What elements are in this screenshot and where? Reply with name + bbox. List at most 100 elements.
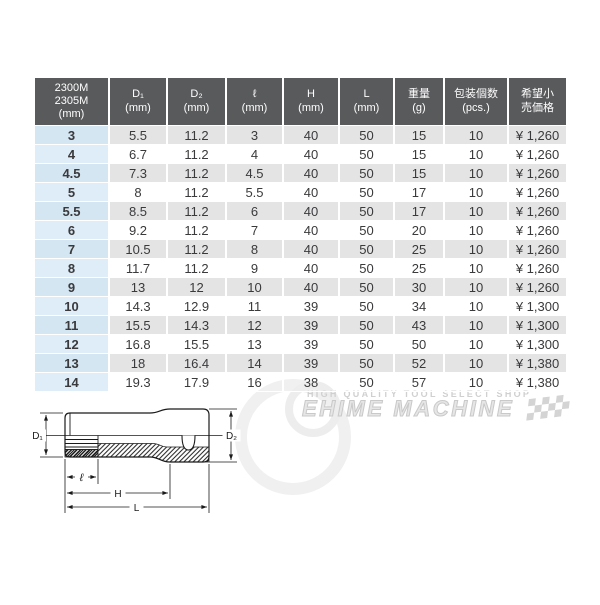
cell: 18 (110, 354, 168, 373)
cell-size: 14 (35, 373, 110, 392)
cell: 50 (340, 297, 395, 316)
spline-hatch (64, 449, 99, 458)
cell: 16.8 (110, 335, 168, 354)
dimension-label-h: H (114, 489, 121, 500)
table-row: 4 6.7 11.2 4 40 50 15 10 ¥ 1,260 (35, 145, 566, 164)
cell: ¥ 1,260 (509, 183, 566, 202)
cell: 25 (395, 240, 445, 259)
cell-size: 4.5 (35, 164, 110, 183)
cell: 17 (395, 183, 445, 202)
checkered-flag-icon (526, 394, 570, 421)
cell: 9 (227, 259, 284, 278)
dimension-label-d1: D₁ (32, 431, 43, 442)
table-body: 3 5.5 11.2 3 40 50 15 10 ¥ 1,260 4 6.7 11.2 4 40 50 15 1… (35, 126, 566, 392)
cell: 15 (395, 126, 445, 145)
col-header-2: D₂ (mm) (168, 78, 227, 126)
d1-label-bg (29, 429, 46, 442)
cell: 11.2 (168, 164, 227, 183)
cell: ¥ 1,260 (509, 145, 566, 164)
cell: 50 (340, 259, 395, 278)
cell: ¥ 1,380 (509, 354, 566, 373)
cell: 50 (340, 278, 395, 297)
cell: 40 (284, 183, 340, 202)
cell: 12 (168, 278, 227, 297)
cell: 14.3 (168, 316, 227, 335)
table-row: 13 18 16.4 14 39 50 52 10 ¥ 1,380 (35, 354, 566, 373)
cell: 7 (227, 221, 284, 240)
cell: 17.9 (168, 373, 227, 392)
cell: ¥ 1,380 (509, 373, 566, 392)
cell: ¥ 1,300 (509, 297, 566, 316)
col-header-0: 2300M 2305M (mm) (35, 78, 110, 126)
cell: 11.2 (168, 183, 227, 202)
cell: 50 (340, 183, 395, 202)
cell: ¥ 1,260 (509, 259, 566, 278)
cell: 10 (445, 145, 509, 164)
cell: 50 (340, 316, 395, 335)
cell: 7.3 (110, 164, 168, 183)
cell: 12.9 (168, 297, 227, 316)
col-header-5: L (mm) (340, 78, 395, 126)
cell: 50 (340, 373, 395, 392)
cell-size: 6 (35, 221, 110, 240)
dimension-label-l: L (134, 503, 140, 514)
col-header-4: H (mm) (284, 78, 340, 126)
cell-size: 5.5 (35, 202, 110, 221)
cell: 40 (284, 278, 340, 297)
cell: 57 (395, 373, 445, 392)
cell: 50 (340, 126, 395, 145)
cell-size: 9 (35, 278, 110, 297)
cell: ¥ 1,260 (509, 202, 566, 221)
cell: 5.5 (227, 183, 284, 202)
cell: 8 (110, 183, 168, 202)
cell: ¥ 1,260 (509, 278, 566, 297)
cell: 50 (395, 335, 445, 354)
cell: 39 (284, 316, 340, 335)
cell: 14.3 (110, 297, 168, 316)
cell: 50 (340, 335, 395, 354)
cell: 3 (227, 126, 284, 145)
cell: 11.2 (168, 145, 227, 164)
cell: 6.7 (110, 145, 168, 164)
cell: 13 (227, 335, 284, 354)
cell: ¥ 1,260 (509, 164, 566, 183)
cell: 10 (445, 202, 509, 221)
spec-table: 2300M 2305M (mm) D₁ (mm) D₂ (mm) ℓ (mm) H (mm) L (mm… (35, 78, 566, 392)
dimension-ell (64, 459, 99, 513)
cell: 11 (227, 297, 284, 316)
cell: 10 (445, 126, 509, 145)
table-row: 4.5 7.3 11.2 4.5 40 50 15 10 ¥ 1,260 (35, 164, 566, 183)
cell-size: 8 (35, 259, 110, 278)
cell: 11.2 (168, 221, 227, 240)
cell: 11.2 (168, 240, 227, 259)
cell: 20 (395, 221, 445, 240)
table-header-row: 2300M 2305M (mm) D₁ (mm) D₂ (mm) ℓ (mm) H (mm) L (mm… (35, 78, 566, 126)
col-header-8: 希望小 売価格 (509, 78, 566, 126)
watermark-brand-text: EHIME MACHINE (301, 396, 515, 422)
cell: 11.2 (168, 259, 227, 278)
table-row: 6 9.2 11.2 7 40 50 20 10 ¥ 1,260 (35, 221, 566, 240)
cell: 14 (227, 354, 284, 373)
cell: 19.3 (110, 373, 168, 392)
spec-table-wrap: 2300M 2305M (mm) D₁ (mm) D₂ (mm) ℓ (mm) H (mm) L (mm… (35, 78, 566, 392)
cell: 39 (284, 335, 340, 354)
cell: 39 (284, 354, 340, 373)
col-header-1: D₁ (mm) (110, 78, 168, 126)
cell: 40 (284, 259, 340, 278)
col-header-7: 包装個数 (pcs.) (445, 78, 509, 126)
cell: 9.2 (110, 221, 168, 240)
cell: 11.7 (110, 259, 168, 278)
cell: 50 (340, 240, 395, 259)
cell: 40 (284, 240, 340, 259)
cell: 50 (340, 202, 395, 221)
watermark-tagline: HIGH QUALITY TOOL SELECT SHOP (307, 389, 532, 399)
col-header-6: 重量 (g) (395, 78, 445, 126)
cell: ¥ 1,260 (509, 126, 566, 145)
cell: 50 (340, 164, 395, 183)
cell-size: 12 (35, 335, 110, 354)
table-row: 10 14.3 12.9 11 39 50 34 10 ¥ 1,300 (35, 297, 566, 316)
l-label-bg (129, 500, 144, 514)
